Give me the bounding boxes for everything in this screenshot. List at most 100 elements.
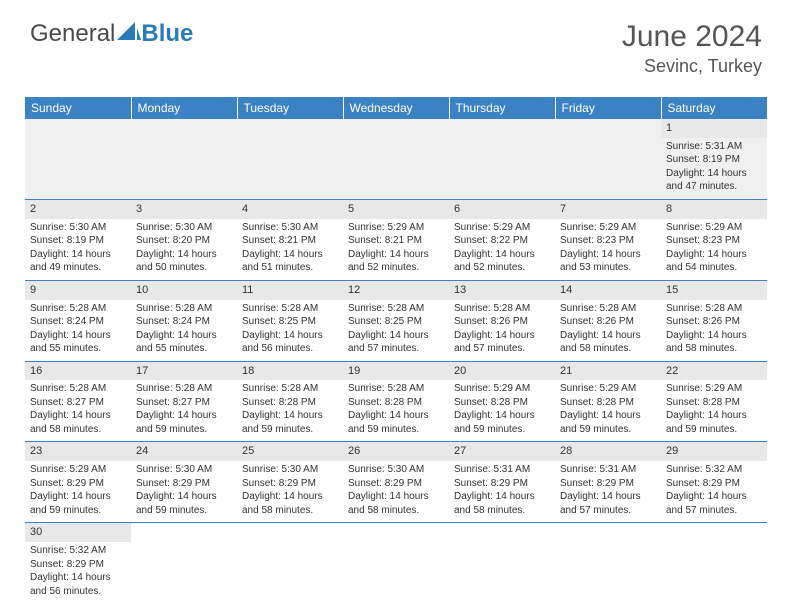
day-details: Sunrise: 5:30 AMSunset: 8:29 PMDaylight:… <box>348 463 444 517</box>
calendar-day-cell: 24Sunrise: 5:30 AMSunset: 8:29 PMDayligh… <box>131 442 237 523</box>
day-number: 16 <box>25 362 131 381</box>
title-block: June 2024 Sevinc, Turkey <box>622 20 762 77</box>
day-number: 24 <box>131 442 237 461</box>
sunrise-line: Sunrise: 5:29 AM <box>454 382 550 396</box>
sunset-line: Sunset: 8:28 PM <box>454 396 550 410</box>
daylight-line2: and 55 minutes. <box>136 342 232 356</box>
day-number: 3 <box>131 200 237 219</box>
daylight-line: Daylight: 14 hours <box>454 409 550 423</box>
daylight-line: Daylight: 14 hours <box>242 248 338 262</box>
day-details: Sunrise: 5:28 AMSunset: 8:26 PMDaylight:… <box>454 302 550 356</box>
daylight-line: Daylight: 14 hours <box>136 248 232 262</box>
day-details: Sunrise: 5:32 AMSunset: 8:29 PMDaylight:… <box>666 463 762 517</box>
daylight-line: Daylight: 14 hours <box>242 329 338 343</box>
day-number: 27 <box>449 442 555 461</box>
daylight-line2: and 55 minutes. <box>30 342 126 356</box>
calendar-day-cell: 26Sunrise: 5:30 AMSunset: 8:29 PMDayligh… <box>343 442 449 523</box>
sunset-line: Sunset: 8:22 PM <box>454 234 550 248</box>
daylight-line2: and 57 minutes. <box>560 504 656 518</box>
daylight-line: Daylight: 14 hours <box>242 409 338 423</box>
calendar-day-cell: 11Sunrise: 5:28 AMSunset: 8:25 PMDayligh… <box>237 280 343 361</box>
day-details: Sunrise: 5:30 AMSunset: 8:19 PMDaylight:… <box>30 221 126 275</box>
day-details: Sunrise: 5:28 AMSunset: 8:27 PMDaylight:… <box>136 382 232 436</box>
day-number: 14 <box>555 281 661 300</box>
day-details: Sunrise: 5:28 AMSunset: 8:28 PMDaylight:… <box>242 382 338 436</box>
logo: General Blue <box>30 20 193 48</box>
daylight-line: Daylight: 14 hours <box>30 329 126 343</box>
day-number: 8 <box>661 200 767 219</box>
sunrise-line: Sunrise: 5:32 AM <box>666 463 762 477</box>
sunrise-line: Sunrise: 5:28 AM <box>242 382 338 396</box>
day-number: 20 <box>449 362 555 381</box>
day-details: Sunrise: 5:31 AMSunset: 8:19 PMDaylight:… <box>666 140 762 194</box>
calendar-day-cell <box>237 119 343 199</box>
sunset-line: Sunset: 8:29 PM <box>242 477 338 491</box>
logo-text-general: General <box>30 20 115 48</box>
calendar-week-row: 9Sunrise: 5:28 AMSunset: 8:24 PMDaylight… <box>25 280 767 361</box>
weekday-header: Thursday <box>449 97 555 119</box>
calendar-day-cell: 28Sunrise: 5:31 AMSunset: 8:29 PMDayligh… <box>555 442 661 523</box>
daylight-line: Daylight: 14 hours <box>454 248 550 262</box>
day-number: 9 <box>25 281 131 300</box>
calendar-day-cell: 1Sunrise: 5:31 AMSunset: 8:19 PMDaylight… <box>661 119 767 199</box>
weekday-header: Sunday <box>25 97 131 119</box>
day-number: 23 <box>25 442 131 461</box>
day-details: Sunrise: 5:28 AMSunset: 8:27 PMDaylight:… <box>30 382 126 436</box>
sunrise-line: Sunrise: 5:30 AM <box>242 221 338 235</box>
calendar-day-cell: 4Sunrise: 5:30 AMSunset: 8:21 PMDaylight… <box>237 199 343 280</box>
daylight-line: Daylight: 14 hours <box>454 329 550 343</box>
daylight-line2: and 58 minutes. <box>30 423 126 437</box>
daylight-line2: and 57 minutes. <box>454 342 550 356</box>
day-details: Sunrise: 5:28 AMSunset: 8:26 PMDaylight:… <box>560 302 656 356</box>
day-details: Sunrise: 5:28 AMSunset: 8:26 PMDaylight:… <box>666 302 762 356</box>
sunrise-line: Sunrise: 5:29 AM <box>30 463 126 477</box>
calendar-week-row: 1Sunrise: 5:31 AMSunset: 8:19 PMDaylight… <box>25 119 767 199</box>
calendar-day-cell: 6Sunrise: 5:29 AMSunset: 8:22 PMDaylight… <box>449 199 555 280</box>
calendar-day-cell: 7Sunrise: 5:29 AMSunset: 8:23 PMDaylight… <box>555 199 661 280</box>
daylight-line2: and 57 minutes. <box>348 342 444 356</box>
sunset-line: Sunset: 8:19 PM <box>666 153 762 167</box>
sunrise-line: Sunrise: 5:28 AM <box>348 302 444 316</box>
sunrise-line: Sunrise: 5:29 AM <box>560 221 656 235</box>
sunset-line: Sunset: 8:28 PM <box>666 396 762 410</box>
daylight-line2: and 58 minutes. <box>454 504 550 518</box>
day-details: Sunrise: 5:29 AMSunset: 8:23 PMDaylight:… <box>560 221 656 275</box>
weekday-header: Tuesday <box>237 97 343 119</box>
daylight-line2: and 47 minutes. <box>666 180 762 194</box>
daylight-line: Daylight: 14 hours <box>30 248 126 262</box>
day-number: 12 <box>343 281 449 300</box>
calendar-day-cell: 17Sunrise: 5:28 AMSunset: 8:27 PMDayligh… <box>131 361 237 442</box>
sunrise-line: Sunrise: 5:31 AM <box>560 463 656 477</box>
calendar-day-cell: 5Sunrise: 5:29 AMSunset: 8:21 PMDaylight… <box>343 199 449 280</box>
calendar-day-cell: 12Sunrise: 5:28 AMSunset: 8:25 PMDayligh… <box>343 280 449 361</box>
calendar-day-cell <box>449 523 555 603</box>
calendar-day-cell: 10Sunrise: 5:28 AMSunset: 8:24 PMDayligh… <box>131 280 237 361</box>
daylight-line: Daylight: 14 hours <box>666 329 762 343</box>
sunrise-line: Sunrise: 5:28 AM <box>348 382 444 396</box>
daylight-line2: and 50 minutes. <box>136 261 232 275</box>
sunset-line: Sunset: 8:20 PM <box>136 234 232 248</box>
day-details: Sunrise: 5:32 AMSunset: 8:29 PMDaylight:… <box>30 544 126 598</box>
calendar-day-cell <box>237 523 343 603</box>
sunrise-line: Sunrise: 5:30 AM <box>136 221 232 235</box>
day-number: 30 <box>25 523 131 542</box>
daylight-line: Daylight: 14 hours <box>666 490 762 504</box>
calendar-day-cell <box>661 523 767 603</box>
daylight-line: Daylight: 14 hours <box>30 409 126 423</box>
daylight-line2: and 54 minutes. <box>666 261 762 275</box>
calendar-day-cell: 27Sunrise: 5:31 AMSunset: 8:29 PMDayligh… <box>449 442 555 523</box>
calendar-day-cell: 14 Sunrise: 5:28 AMSunset: 8:26 PMDayligh… <box>555 280 661 361</box>
daylight-line: Daylight: 14 hours <box>30 490 126 504</box>
weekday-header: Saturday <box>661 97 767 119</box>
daylight-line: Daylight: 14 hours <box>242 490 338 504</box>
daylight-line: Daylight: 14 hours <box>666 167 762 181</box>
sunrise-line: Sunrise: 5:29 AM <box>454 221 550 235</box>
sunrise-line: Sunrise: 5:30 AM <box>242 463 338 477</box>
daylight-line2: and 58 minutes. <box>560 342 656 356</box>
sunrise-line: Sunrise: 5:28 AM <box>242 302 338 316</box>
day-details: Sunrise: 5:28 AMSunset: 8:25 PMDaylight:… <box>242 302 338 356</box>
daylight-line2: and 58 minutes. <box>666 342 762 356</box>
calendar-day-cell: 2Sunrise: 5:30 AMSunset: 8:19 PMDaylight… <box>25 199 131 280</box>
sunrise-line: Sunrise: 5:28 AM <box>560 302 656 316</box>
daylight-line2: and 52 minutes. <box>454 261 550 275</box>
